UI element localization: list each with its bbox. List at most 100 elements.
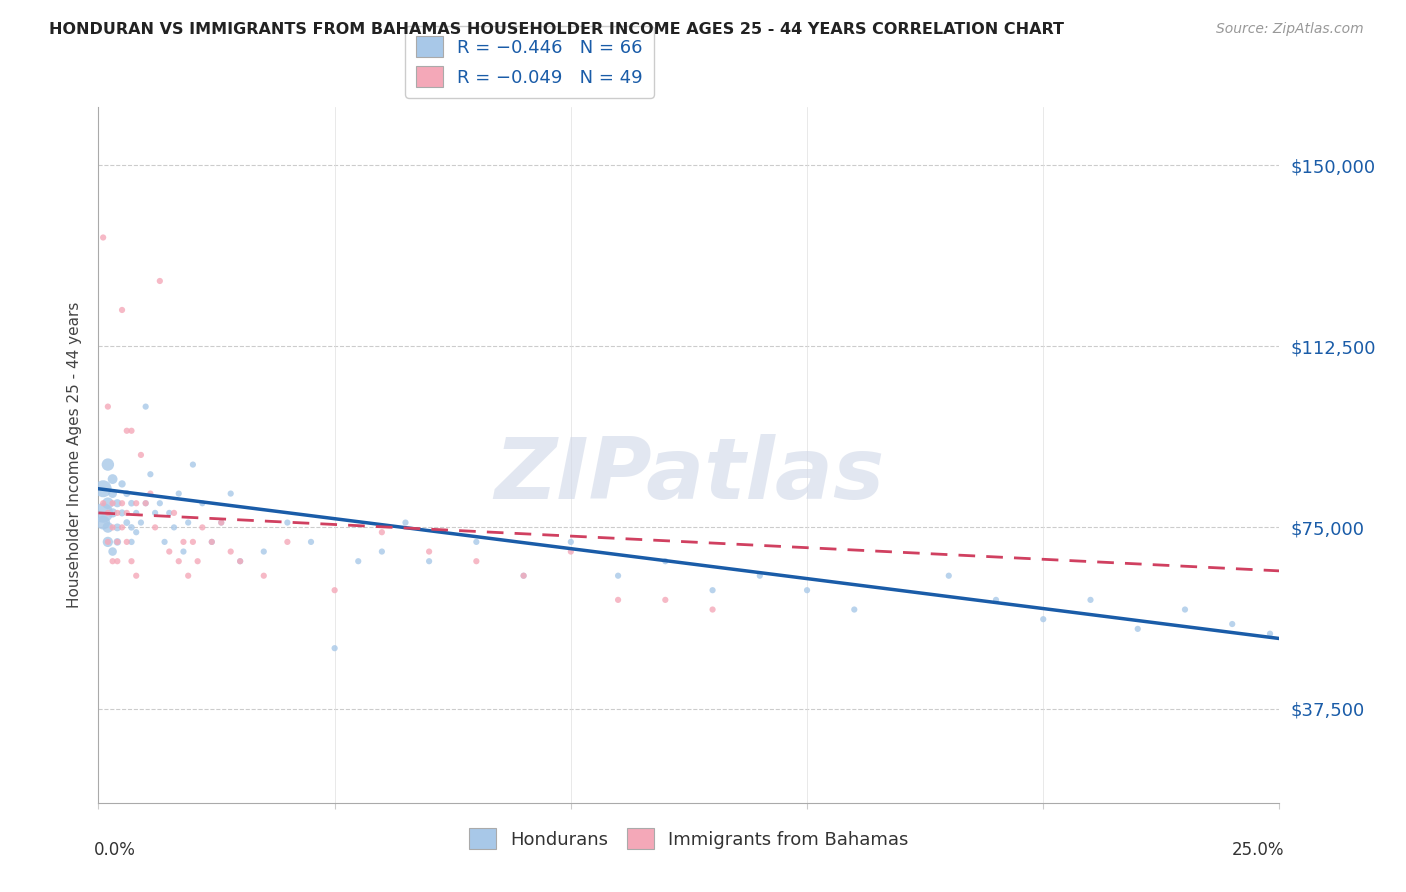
Point xyxy=(607,592,630,607)
Point xyxy=(125,496,148,510)
Point xyxy=(654,554,676,568)
Point xyxy=(121,534,143,549)
Point xyxy=(149,274,172,288)
Point xyxy=(702,583,724,598)
Point xyxy=(465,534,488,549)
Point xyxy=(796,583,818,598)
Point xyxy=(101,506,124,520)
Point xyxy=(323,583,346,598)
Point xyxy=(97,400,120,414)
Point xyxy=(560,534,582,549)
Point xyxy=(1032,612,1054,626)
Point xyxy=(1258,626,1281,640)
Point xyxy=(91,482,114,496)
Point xyxy=(229,554,252,568)
Point xyxy=(167,486,190,500)
Point xyxy=(91,516,114,530)
Text: Source: ZipAtlas.com: Source: ZipAtlas.com xyxy=(1216,22,1364,37)
Point xyxy=(347,554,370,568)
Point xyxy=(101,544,124,558)
Point xyxy=(229,554,252,568)
Point xyxy=(115,534,138,549)
Point xyxy=(129,516,152,530)
Point xyxy=(1174,602,1197,616)
Point xyxy=(253,544,276,558)
Point xyxy=(105,520,128,534)
Point xyxy=(177,516,200,530)
Text: 0.0%: 0.0% xyxy=(94,841,135,860)
Point xyxy=(139,467,162,482)
Point xyxy=(181,458,204,472)
Point xyxy=(465,554,488,568)
Point xyxy=(163,506,186,520)
Text: 25.0%: 25.0% xyxy=(1232,841,1284,860)
Point xyxy=(177,568,200,582)
Point xyxy=(394,516,416,530)
Point xyxy=(91,496,114,510)
Point xyxy=(512,568,534,582)
Point xyxy=(276,516,298,530)
Point xyxy=(167,554,190,568)
Point xyxy=(1126,622,1149,636)
Point xyxy=(97,496,120,510)
Point xyxy=(105,534,128,549)
Point xyxy=(97,458,120,472)
Point xyxy=(938,568,960,582)
Point xyxy=(172,534,194,549)
Point xyxy=(115,506,138,520)
Point xyxy=(560,544,582,558)
Point xyxy=(1220,617,1243,632)
Point xyxy=(101,496,124,510)
Point xyxy=(97,520,120,534)
Point xyxy=(418,554,440,568)
Point xyxy=(135,400,157,414)
Legend: Hondurans, Immigrants from Bahamas: Hondurans, Immigrants from Bahamas xyxy=(463,822,915,856)
Point xyxy=(105,534,128,549)
Point xyxy=(209,516,232,530)
Point xyxy=(111,506,134,520)
Point xyxy=(172,544,194,558)
Point xyxy=(135,496,157,510)
Point xyxy=(97,534,120,549)
Point xyxy=(984,592,1007,607)
Point xyxy=(101,486,124,500)
Point xyxy=(111,496,134,510)
Y-axis label: Householder Income Ages 25 - 44 years: Householder Income Ages 25 - 44 years xyxy=(67,301,83,608)
Point xyxy=(191,496,214,510)
Point xyxy=(299,534,322,549)
Point xyxy=(748,568,770,582)
Point xyxy=(371,525,394,540)
Point xyxy=(323,641,346,656)
Point xyxy=(253,568,276,582)
Point xyxy=(101,472,124,486)
Point xyxy=(111,520,134,534)
Point xyxy=(125,568,148,582)
Point xyxy=(149,496,172,510)
Point xyxy=(101,554,124,568)
Point xyxy=(418,544,440,558)
Point xyxy=(201,534,224,549)
Point xyxy=(139,486,162,500)
Point xyxy=(91,230,114,244)
Point xyxy=(191,520,214,534)
Point xyxy=(121,424,143,438)
Point xyxy=(101,520,124,534)
Point xyxy=(105,506,128,520)
Point xyxy=(143,520,166,534)
Point xyxy=(135,496,157,510)
Point xyxy=(111,476,134,491)
Point xyxy=(115,516,138,530)
Point xyxy=(125,506,148,520)
Point xyxy=(111,303,134,318)
Point xyxy=(157,506,180,520)
Point xyxy=(91,506,114,520)
Point xyxy=(844,602,866,616)
Point xyxy=(121,520,143,534)
Point xyxy=(607,568,630,582)
Point xyxy=(121,554,143,568)
Point xyxy=(115,486,138,500)
Point xyxy=(371,544,394,558)
Point xyxy=(97,506,120,520)
Point xyxy=(105,554,128,568)
Point xyxy=(163,520,186,534)
